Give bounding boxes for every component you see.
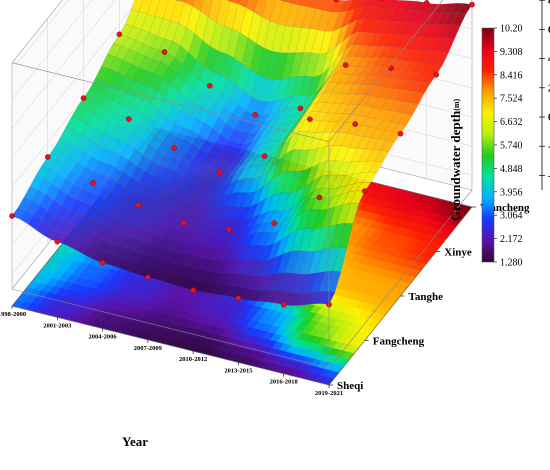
x-tick-label: 1998-2000 [0,311,26,318]
data-point [117,32,122,37]
colorbar-tick-label: 2.172 [500,234,523,245]
data-point [217,170,222,175]
data-point [298,106,303,111]
data-point [191,288,196,293]
data-point [9,213,14,218]
x-tick-label: 2004-2006 [88,334,117,341]
data-point [90,180,95,185]
data-point [469,2,474,7]
colorbar-tick-label: 9.308 [500,47,523,58]
data-point [181,220,186,225]
data-point [362,189,367,194]
colorbar-rect [482,28,494,262]
data-point [55,239,60,244]
y-tick-label: Fangcheng [373,336,425,348]
colorbar-tick-label: 10.20 [500,24,523,35]
y-tick-label: Tanghe [409,291,444,303]
y-tick-label: Sheqi [337,380,363,392]
colorbar-tick-label: 8.416 [500,70,523,81]
data-point [272,221,277,226]
x-tick-label: 2013-2015 [224,367,253,374]
colorbar-tick-label: 3.064 [500,211,523,222]
data-point [343,63,348,68]
colorbar-tick-label: 1.280 [500,258,523,269]
data-point [45,154,50,159]
data-point [136,203,141,208]
z-axis-title: Groundwater depth(m) [448,98,463,221]
colorbar-tick-label: 3.956 [500,187,523,198]
data-point [172,145,177,150]
data-point [262,154,267,159]
colorbar-tick-label: 6.632 [500,117,523,128]
colorbar-tick-label: 7.524 [500,94,523,105]
y-tick-label: Xinye [444,247,472,259]
data-point [145,275,150,280]
data-point [434,72,439,77]
data-point [317,195,322,200]
data-point [81,96,86,101]
data-point [162,49,167,54]
z-axis-unit: (m) [452,98,461,110]
data-point [281,302,286,307]
colorbar-tick-label: 5.740 [500,141,523,152]
data-point [236,296,241,301]
data-point [424,0,429,5]
x-tick-label: 2010-2012 [179,356,207,363]
data-point [353,122,358,127]
data-point [253,112,258,117]
data-point [207,83,212,88]
x-tick-label: 2007-2009 [134,345,163,352]
data-point [226,227,231,232]
x-tick-label: 2001-2003 [43,322,72,329]
x-tick-label: 2016-2018 [270,379,299,386]
data-point [126,116,131,121]
data-point [398,131,403,136]
colorbar: 1.280 2.172 3.064 3.956 4.848 5.740 6.632 7.524… [482,24,523,269]
data-point [100,260,105,265]
x-axis-title: Year [122,434,148,449]
colorbar-tick-label: 4.848 [500,164,523,175]
data-point [307,117,312,122]
